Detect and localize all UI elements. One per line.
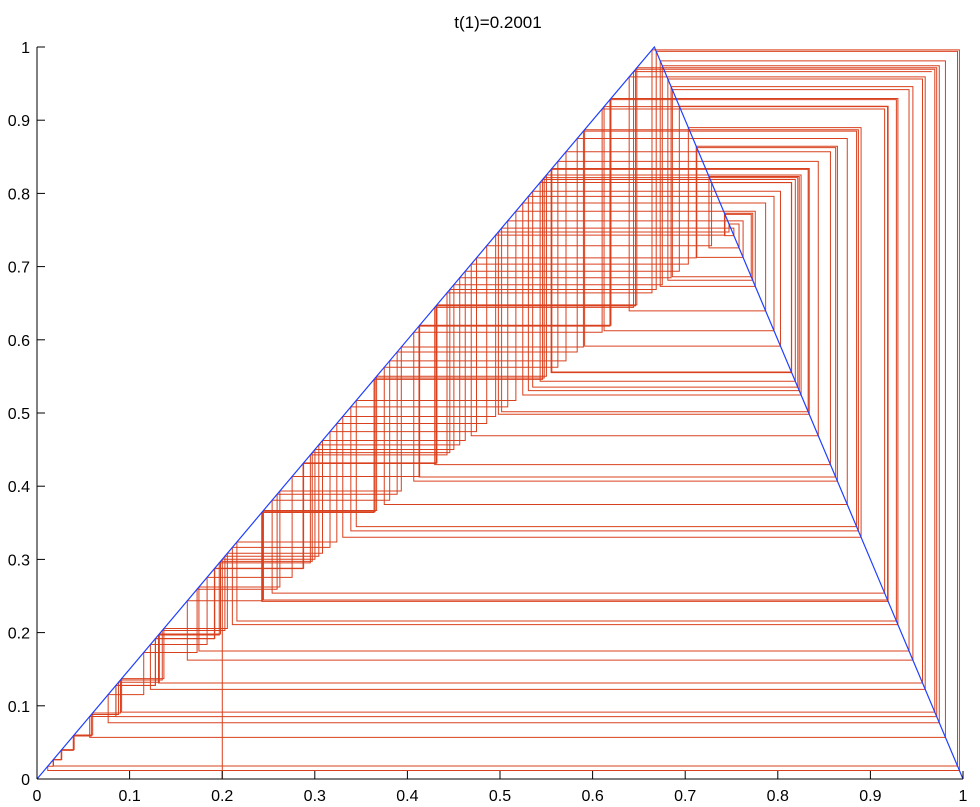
y-tick-label: 0.8: [8, 186, 30, 203]
y-tick-label: 0.3: [8, 552, 30, 569]
orbit-cobweb: [47, 49, 960, 779]
x-tick-label: 0.1: [118, 788, 140, 805]
axes: [36, 47, 963, 780]
orbit-path: [47, 49, 960, 779]
x-tick-label: 1: [959, 788, 968, 805]
y-tick-label: 0.7: [8, 260, 30, 277]
x-tick-label: 0.9: [859, 788, 881, 805]
map-curve-group: [36, 45, 964, 780]
map-curve: [36, 45, 964, 780]
y-tick-label: 0.6: [8, 333, 30, 350]
x-tick-label: 0.2: [211, 788, 233, 805]
y-tick-label: 0.5: [8, 406, 30, 423]
x-tick-label: 0.6: [581, 788, 603, 805]
y-tick-label: 0.9: [8, 113, 30, 130]
x-tick-label: 0.4: [396, 788, 418, 805]
y-ticks: 0 0.1 0.2 0.3 0.4 0.5 0.6 0.7 0.8 0.9 1: [8, 40, 45, 789]
x-tick-label: 0.5: [489, 788, 511, 805]
y-tick-label: 0.1: [8, 699, 30, 716]
x-tick-label: 0: [33, 788, 42, 805]
y-tick-label: 0.2: [8, 626, 30, 643]
x-tick-label: 0.7: [674, 788, 696, 805]
x-tick-label: 0.8: [767, 788, 789, 805]
y-tick-label: 0: [21, 772, 30, 789]
x-ticks: 0 0.1 0.2 0.3 0.4 0.5 0.6 0.7 0.8 0.9 1: [33, 771, 968, 805]
y-tick-label: 1: [21, 40, 30, 57]
x-tick-label: 0.3: [304, 788, 326, 805]
chart-title: t(1)=0.2001: [454, 13, 541, 32]
y-tick-label: 0.4: [8, 479, 30, 496]
